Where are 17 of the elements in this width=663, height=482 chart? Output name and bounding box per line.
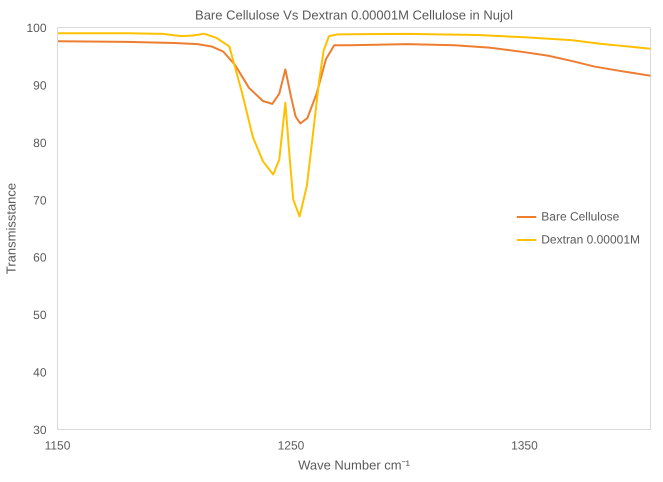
y-tick-label: 50	[33, 308, 47, 322]
y-tick-label: 60	[33, 250, 47, 265]
legend-label: Dextran 0.00001M	[541, 232, 640, 246]
legend-label: Bare Cellulose	[541, 210, 620, 224]
x-tick-label: 1150	[44, 438, 71, 452]
y-axis-title: Transmisstance	[3, 182, 18, 274]
x-axis-title: Wave Number cm⁻¹	[298, 458, 411, 472]
y-tick-label: 90	[33, 78, 47, 92]
y-tick-label: 70	[33, 193, 47, 208]
line-series	[58, 40, 650, 124]
x-tick-label: 1350	[511, 438, 538, 452]
y-tick-label: 80	[33, 136, 47, 150]
y-tick-label: 100	[26, 21, 47, 35]
x-tick-label: 1250	[278, 438, 305, 452]
y-tick-label: 30	[33, 423, 47, 437]
chart-title: Bare Cellulose Vs Dextran 0.00001M Cellulose in Nujol	[195, 8, 514, 22]
y-tick-label: 40	[33, 366, 47, 380]
